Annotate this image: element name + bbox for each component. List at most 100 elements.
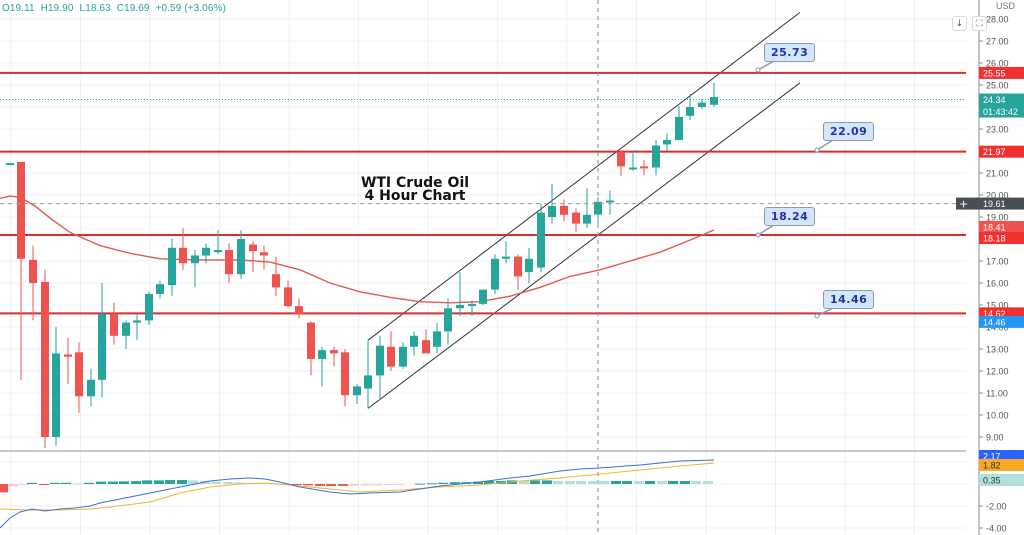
macd-histogram-bar [338,484,348,486]
candle [572,208,580,233]
svg-text:15.00: 15.00 [986,301,1009,311]
signal-line [0,462,715,511]
macd-histogram-bar [588,481,598,484]
candle [502,241,510,264]
price-label-crosshair: +19.61 [956,197,1024,211]
svg-text:18.18: 18.18 [983,234,1006,244]
candle [249,241,257,272]
price-label-drawing-price: 14.46 [979,315,1024,328]
moving-average-line [0,195,715,304]
candle [525,247,533,283]
candle [17,162,25,380]
svg-text:0.35: 0.35 [983,476,1001,486]
macd-histogram-bar [84,482,94,484]
candle [617,151,625,177]
svg-text:28.00: 28.00 [986,15,1009,25]
price-callout[interactable]: 18.24 [764,207,816,226]
candle [433,322,441,354]
macd-histogram-bar [349,484,359,486]
svg-text:17.00: 17.00 [986,257,1009,267]
crosshair [0,0,966,535]
macd-histogram-bar [415,483,425,485]
macd-histogram-bar [519,481,529,484]
macd-value-label: 1.82 [979,459,1024,471]
macd-histogram-bar [61,482,71,484]
macd-histogram-bar [0,484,8,493]
macd-histogram-bar [142,480,152,484]
svg-text:21.97: 21.97 [983,147,1006,157]
fullscreen-icon: ⛶ [976,18,983,29]
macd-histogram-bar [315,484,325,486]
candle [202,243,210,264]
candle [330,346,338,367]
svg-text:20.00: 20.00 [986,191,1009,201]
horizontal-levels[interactable] [0,60,966,319]
callout-pointer [816,139,834,151]
svg-text:1.82: 1.82 [983,461,1001,471]
svg-text:-4.00: -4.00 [986,524,1007,534]
svg-text:26.00: 26.00 [986,59,1009,69]
price-callout[interactable]: 25.73 [764,43,816,62]
macd-histogram-bar [622,481,632,484]
callout-anchor [814,313,820,319]
macd-panel [0,450,1024,529]
candle [87,368,95,407]
svg-text:9.00: 9.00 [986,433,1004,443]
candle [663,133,671,151]
macd-histogram-bar [542,480,552,484]
candle [387,331,395,371]
candle [133,313,141,341]
macd-histogram-bar [657,481,667,484]
candle [6,163,14,166]
candle [640,159,648,176]
macd-histogram-bar [50,482,60,484]
svg-text:16.00: 16.00 [986,279,1009,289]
candle [307,321,315,376]
candle [652,140,660,176]
candle [272,256,280,297]
macd-histogram-bar [303,484,313,486]
currency-label: USD [995,1,1015,11]
svg-text:10.00: 10.00 [986,411,1009,421]
candle [491,254,499,294]
fullscreen-button[interactable]: ⛶ [972,16,987,31]
candle [295,298,303,319]
trend-channel[interactable] [367,12,801,409]
scroll-to-latest-button[interactable]: ↓ [952,16,967,31]
svg-text:18.41: 18.41 [983,222,1006,232]
candle [98,283,106,398]
ohlc-open: O19.11 [2,3,35,14]
macd-histogram-bar [280,483,290,485]
macd-histogram-bar [8,484,18,487]
candle [341,349,349,407]
candle [422,329,430,354]
macd-histogram-bar [427,483,437,485]
candle [514,254,522,290]
candle [29,245,37,321]
macd-histogram-bar [361,484,371,486]
candle [479,289,487,305]
price-callout[interactable]: 14.46 [823,290,875,309]
candle [364,340,372,409]
macd-line [0,459,715,529]
svg-text:25.55: 25.55 [983,68,1006,78]
candle [284,280,292,308]
macd-histogram-bar [211,481,221,484]
macd-histogram-bar [438,482,448,484]
candle [225,243,233,283]
candle [191,250,199,288]
grid [0,0,966,535]
price-axis[interactable]: 28.0027.0026.0025.0024.0023.0022.0021.00… [966,0,1024,535]
ohlc-low: L18.63 [79,3,111,14]
svg-text:27.00: 27.00 [986,37,1009,47]
macd-histogram-bar [223,482,233,484]
callout-anchor [814,147,820,153]
candle [52,327,60,446]
price-callout[interactable]: 22.09 [823,122,875,141]
callout-anchor [755,67,761,73]
candle [675,105,683,140]
candle [110,302,118,345]
candle [64,338,72,385]
macd-histogram-bar [576,481,586,484]
